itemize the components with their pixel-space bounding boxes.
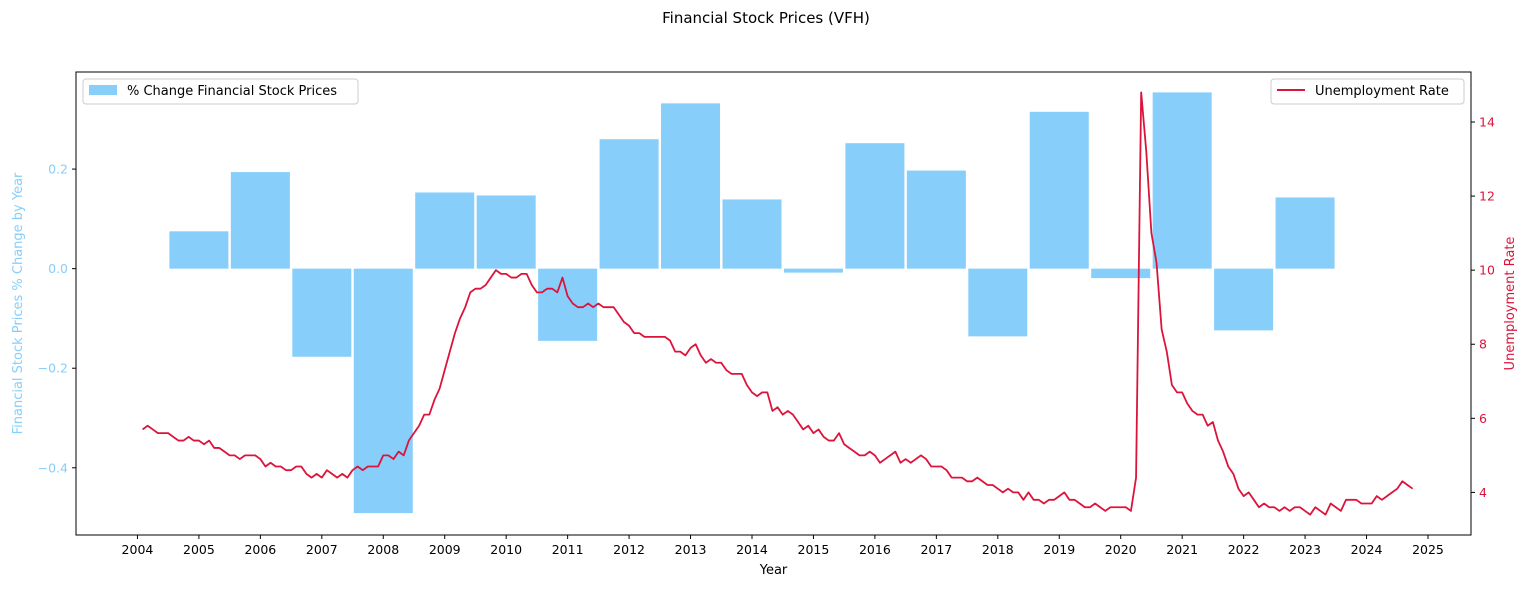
x-tick-label: 2025 (1412, 542, 1444, 557)
bar-2016 (845, 143, 905, 269)
bar-2009 (415, 192, 475, 269)
right-y-tick-label: 14 (1479, 115, 1495, 130)
x-axis-title: Year (759, 563, 788, 578)
right-y-axis-title: Unemployment Rate (1503, 237, 1518, 371)
plot-frame (75, 71, 1472, 536)
x-tick-label: 2016 (859, 542, 891, 557)
right-y-axis: 4 6 8 10 12 14 (1471, 115, 1495, 500)
left-y-axis-title: Financial Stock Prices % Change by Year (11, 172, 26, 434)
x-tick-label: 2013 (675, 542, 707, 557)
x-tick-label: 2005 (183, 542, 215, 557)
x-tick-label: 2018 (982, 542, 1014, 557)
x-tick-label: 2014 (736, 542, 768, 557)
bar-2008 (353, 268, 413, 514)
x-tick-label: 2017 (920, 542, 952, 557)
bar-2015 (783, 268, 843, 273)
legend-line: Unemployment Rate (1270, 78, 1465, 105)
bar-2021 (1152, 92, 1212, 269)
left-y-tick-label: −0.2 (38, 361, 68, 376)
x-tick-label: 2022 (1228, 542, 1260, 557)
bar-2019 (1029, 111, 1089, 269)
bar-2007 (292, 268, 352, 357)
bar-2018 (968, 268, 1028, 337)
bar-2022 (1214, 268, 1274, 331)
bar-2006 (230, 172, 290, 269)
line-layer (142, 91, 1414, 516)
x-tick-label: 2010 (490, 542, 522, 557)
bars-layer (169, 92, 1335, 514)
left-y-tick-label: 0.2 (48, 162, 68, 177)
x-tick-label: 2006 (244, 542, 276, 557)
bar-2017 (906, 170, 966, 269)
left-y-tick-label: 0.0 (48, 261, 68, 276)
right-y-tick-label: 10 (1479, 263, 1495, 278)
bar-2023 (1275, 197, 1335, 269)
bar-2020 (1091, 268, 1151, 279)
x-tick-label: 2004 (122, 542, 154, 557)
unemployment-line (142, 91, 1414, 516)
x-axis: 2004 2005 2006 2007 2008 2009 2010 2011 2012 2013… (122, 535, 1444, 557)
legend-bars-label: % Change Financial Stock Prices (127, 84, 337, 99)
x-tick-label: 2012 (613, 542, 645, 557)
bar-2013 (661, 103, 721, 269)
left-y-tick-label: −0.4 (38, 460, 68, 475)
legend-bars-swatch (89, 85, 117, 95)
x-tick-label: 2015 (798, 542, 830, 557)
x-tick-label: 2007 (306, 542, 338, 557)
bar-2014 (722, 199, 782, 269)
bar-2010 (476, 195, 536, 269)
right-y-tick-label: 6 (1479, 411, 1487, 426)
chart-title: Financial Stock Prices (VFH) (662, 9, 870, 27)
bar-2012 (599, 139, 659, 269)
x-tick-label: 2008 (367, 542, 399, 557)
x-tick-label: 2009 (429, 542, 461, 557)
legend-line-label: Unemployment Rate (1315, 84, 1449, 99)
x-tick-label: 2019 (1043, 542, 1075, 557)
right-y-tick-label: 8 (1479, 337, 1487, 352)
x-tick-label: 2021 (1166, 542, 1198, 557)
x-tick-label: 2020 (1105, 542, 1137, 557)
x-tick-label: 2023 (1289, 542, 1321, 557)
legend-bars: % Change Financial Stock Prices (82, 78, 359, 105)
right-y-tick-label: 12 (1479, 189, 1495, 204)
right-y-tick-label: 4 (1479, 485, 1487, 500)
x-tick-label: 2024 (1351, 542, 1383, 557)
left-y-axis: 0.2 0.0 −0.2 −0.4 (38, 162, 76, 475)
bar-2005 (169, 231, 229, 269)
x-tick-label: 2011 (552, 542, 584, 557)
